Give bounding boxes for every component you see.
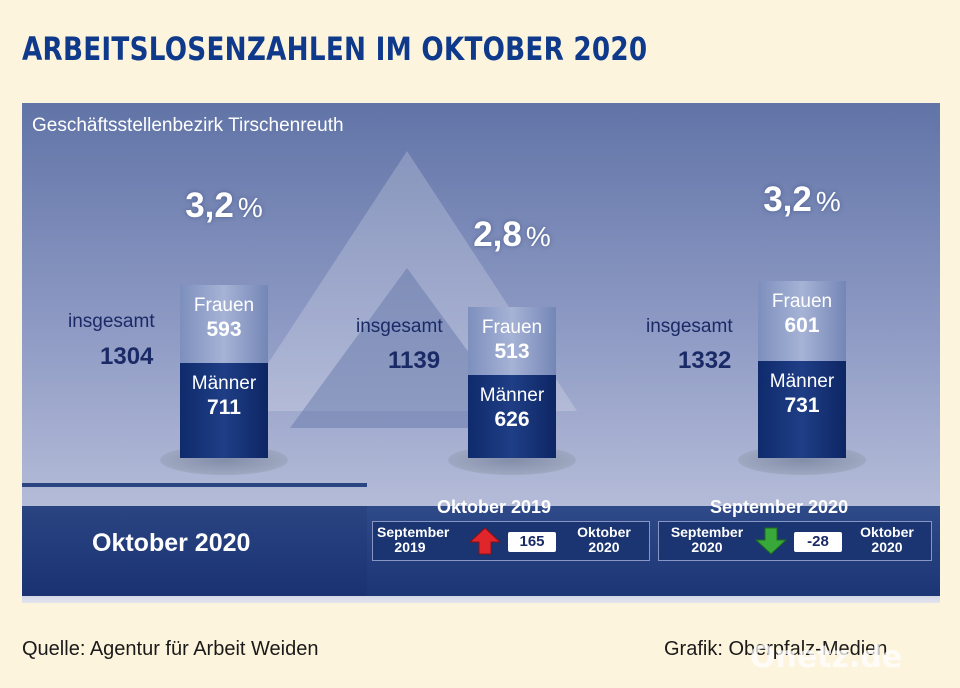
rate-label: 3,2%: [154, 186, 294, 226]
women-label: Frauen: [193, 294, 255, 316]
divider-stripe: [22, 483, 367, 487]
women-segment: Frauen 513: [468, 306, 556, 375]
men-value: 731: [784, 393, 820, 417]
women-segment: Frauen 601: [758, 280, 846, 361]
comparison-box: September 2019 165 Oktober 2020: [372, 521, 650, 561]
down-arrow-shape: [755, 527, 787, 555]
chart-subtitle: Geschäftsstellenbezirk Tirschenreuth: [32, 115, 344, 136]
total-value: 1304: [100, 343, 154, 370]
women-value: 593: [206, 317, 242, 341]
rate-unit: %: [815, 186, 841, 217]
up-arrow-shape: [469, 527, 501, 555]
rate-unit: %: [525, 221, 551, 252]
rate-unit: %: [237, 192, 263, 223]
total-value: 1139: [388, 347, 441, 374]
men-segment: Männer 711: [180, 363, 268, 458]
up-arrow-icon: [469, 527, 501, 555]
women-value: 601: [784, 313, 820, 337]
down-arrow-icon: [755, 527, 787, 555]
women-value: 513: [494, 339, 530, 363]
men-label: Männer: [191, 373, 257, 395]
rate-label: 2,8%: [442, 215, 582, 255]
men-segment: Männer 626: [468, 374, 556, 458]
men-value: 711: [207, 396, 241, 420]
stacked-bar: Frauen 513 Männer 626: [468, 306, 556, 458]
comparison-from: September 2020: [670, 524, 744, 555]
men-value: 626: [494, 407, 530, 431]
women-label: Frauen: [771, 290, 833, 312]
men-segment: Männer 731: [758, 360, 846, 458]
women-segment: Frauen 593: [180, 284, 268, 364]
women-label: Frauen: [481, 316, 543, 338]
comparison-change: 165: [507, 531, 557, 553]
total-value: 1332: [678, 347, 732, 374]
rate-value: 3,2: [763, 180, 812, 219]
men-label: Männer: [769, 370, 835, 392]
watermark-logo: Onetz.de: [750, 640, 903, 675]
comparison-title: September 2020: [710, 497, 849, 517]
total-label: insgesamt: [68, 311, 155, 332]
comparison-from: September 2019: [377, 524, 450, 555]
current-period-box: [22, 506, 367, 596]
comparison-change: -28: [793, 531, 843, 553]
total-label: insgesamt: [356, 316, 443, 337]
men-label: Männer: [479, 384, 545, 406]
current-period-label: Oktober 2020: [92, 529, 251, 557]
comparison-to: Oktober 2020: [577, 524, 631, 555]
comparison-title: Oktober 2019: [437, 497, 552, 517]
rate-value: 2,8: [473, 215, 522, 254]
rate-label: 3,2%: [732, 180, 872, 220]
total-label: insgesamt: [646, 316, 733, 337]
chart-title: ARBEITSLOSENZAHLEN IM OKTOBER 2020: [22, 30, 648, 68]
chart-panel: Geschäftsstellenbezirk Tirschenreuth Okt…: [22, 103, 940, 603]
rate-value: 3,2: [185, 186, 234, 225]
graphic-credit: Grafik: Oberpfalz-Medien: [664, 638, 888, 660]
comparison-box: September 2020 -28 Oktober 2020: [658, 521, 932, 561]
stacked-bar: Frauen 601 Männer 731: [758, 280, 846, 458]
stacked-bar: Frauen 593 Männer 711: [180, 284, 268, 458]
source-note: Quelle: Agentur für Arbeit Weiden: [22, 638, 319, 660]
comparison-to: Oktober 2020: [860, 524, 914, 555]
